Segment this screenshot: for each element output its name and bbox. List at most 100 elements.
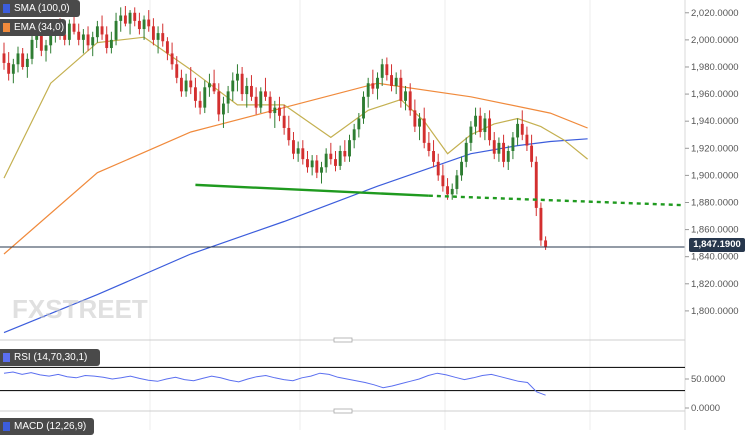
bullish-candle (460, 161, 464, 176)
bullish-candle (259, 91, 263, 108)
bearish-candle (315, 160, 319, 173)
bearish-candle (478, 115, 482, 133)
bullish-candle (357, 118, 361, 130)
bearish-candle (179, 77, 183, 92)
bullish-candle (362, 96, 365, 119)
bullish-candle (497, 142, 501, 154)
bullish-candle (366, 83, 370, 97)
bullish-candle (156, 33, 160, 40)
y-tick-label: 2,020.0000 (691, 8, 739, 19)
rsi-pane: 50.0000 0.0000 (0, 366, 725, 414)
rsi-color-swatch (3, 353, 10, 362)
bearish-candle (39, 31, 43, 51)
rsi-legend[interactable]: RSI (14,70,30,1) (0, 349, 100, 366)
bearish-candle (544, 240, 548, 248)
support-trendline-projection (428, 194, 686, 207)
bullish-candle (114, 20, 118, 40)
y-tick-label: 2,000.0000 (691, 35, 739, 46)
bearish-candle (254, 96, 258, 108)
bearish-candle (278, 107, 281, 116)
bullish-candle (203, 87, 207, 108)
y-tick-label: 1,920.0000 (691, 143, 739, 154)
bearish-candle (133, 12, 137, 21)
bullish-candle (81, 34, 85, 40)
bearish-candle (441, 175, 445, 187)
bullish-candle (418, 118, 421, 127)
sma-legend[interactable]: SMA (100,0) (0, 0, 80, 17)
ema-color-swatch (3, 23, 10, 32)
bearish-candle (268, 96, 272, 114)
bearish-candle (446, 186, 449, 195)
bullish-candle (273, 107, 277, 114)
bullish-candle (67, 23, 71, 40)
bearish-candle (422, 118, 426, 143)
bearish-candle (77, 31, 81, 40)
moving-averages (3, 36, 588, 334)
bearish-candle (502, 142, 506, 162)
bearish-candle (105, 34, 109, 49)
bullish-candle (30, 39, 34, 59)
y-tick-label: 1,820.0000 (691, 279, 739, 290)
bearish-candle (151, 26, 155, 40)
bearish-candle (2, 53, 6, 63)
bearish-candle (72, 23, 76, 32)
trendline (195, 183, 686, 207)
bearish-candle (306, 159, 309, 168)
bullish-candle (464, 142, 468, 162)
bearish-candle (390, 75, 393, 86)
price-axis: 2,020.0000 2,000.0000 1,980.0000 1,960.0000… (684, 0, 739, 430)
pane-separators[interactable] (0, 337, 685, 414)
macd-legend[interactable]: MACD (12,26,9) (0, 418, 94, 435)
bullish-candle (338, 150, 342, 166)
bullish-candle (16, 53, 20, 65)
bearish-candle (408, 91, 412, 111)
rsi-legend-label: RSI (14,70,30,1) (14, 352, 88, 363)
bearish-candle (100, 26, 104, 35)
bullish-candle (474, 115, 478, 127)
y-tick-label: 1,880.0000 (691, 197, 739, 208)
bearish-candle (63, 34, 67, 40)
bearish-candle (137, 20, 141, 30)
bearish-candle (492, 140, 496, 154)
bullish-candle (506, 150, 510, 162)
bullish-candle (142, 19, 146, 30)
bearish-candle (198, 100, 202, 108)
moving-average-line (3, 36, 588, 179)
sma-line (3, 138, 588, 334)
bullish-candle (221, 103, 225, 115)
bearish-candle (282, 115, 286, 128)
bearish-candle (488, 118, 492, 141)
sma-legend-label: SMA (100,0) (14, 3, 70, 14)
current-price-tag: 1,847.1900 (689, 238, 745, 252)
bearish-candle (385, 64, 389, 76)
bearish-candle (175, 64, 179, 78)
bullish-candle (109, 39, 113, 49)
bullish-candle (49, 35, 53, 46)
bullish-candle (483, 118, 487, 133)
bullish-candle (95, 26, 99, 38)
ema-legend-label: EMA (34,0) (14, 22, 65, 33)
y-tick-label: 1,800.0000 (691, 306, 739, 317)
bullish-candle (455, 175, 459, 189)
price-grid (149, 0, 591, 430)
support-trendline (195, 183, 429, 197)
bearish-candle (427, 142, 431, 151)
bearish-candle (21, 53, 25, 67)
bullish-candle (469, 126, 473, 143)
bullish-candle (25, 58, 29, 67)
pane-resize-handle (333, 408, 353, 414)
bearish-candle (399, 77, 403, 101)
bullish-candle (11, 64, 15, 74)
bullish-candle (324, 153, 328, 168)
bullish-candle (511, 137, 515, 151)
ema-line (3, 82, 588, 255)
bearish-candle (539, 207, 543, 241)
bearish-candle (329, 153, 333, 160)
bullish-candle (236, 73, 239, 81)
bearish-candle (525, 134, 529, 146)
bullish-candle (376, 77, 379, 89)
y-tick-label: 1,900.0000 (691, 170, 739, 181)
ema-legend[interactable]: EMA (34,0) (0, 19, 66, 36)
y-tick-label: 1,840.0000 (691, 252, 739, 263)
